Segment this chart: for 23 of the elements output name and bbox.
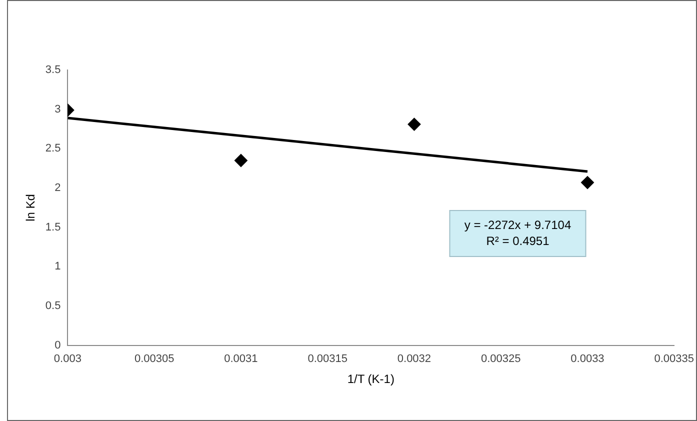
x-tick-label: 0.0032 — [397, 353, 432, 366]
y-tick-label: 1.5 — [45, 221, 61, 234]
point — [408, 118, 421, 131]
point — [234, 154, 248, 167]
x-tick-label: 0.003 — [54, 353, 82, 366]
x-tick-label: 0.00325 — [480, 353, 521, 366]
annotation: y = -2272x + 9.7104 — [464, 218, 572, 232]
y-tick-label: 2.5 — [45, 142, 61, 155]
point — [580, 176, 594, 190]
x-tick-label: 0.0031 — [224, 353, 258, 366]
x-tick-label: 0.0033 — [570, 353, 604, 366]
y-tick-label: 3.5 — [45, 64, 61, 76]
y-tick-label: 0.5 — [45, 300, 61, 312]
y-tick-label: 3 — [54, 103, 61, 116]
x-tick-label: 0.00315 — [308, 353, 348, 366]
y-tick-label: 1 — [54, 260, 61, 273]
x-axis-title: 1/T (K-1) — [347, 372, 394, 386]
y-tick-label: 0 — [54, 339, 61, 352]
x-tick-label: 0.00305 — [134, 353, 174, 366]
annotation: R² = 0.4951 — [486, 234, 550, 248]
y-tick-label: 2 — [54, 182, 61, 194]
y-axis-title: ln Kd — [24, 194, 38, 222]
x-tick-label: 0.00335 — [654, 353, 694, 366]
